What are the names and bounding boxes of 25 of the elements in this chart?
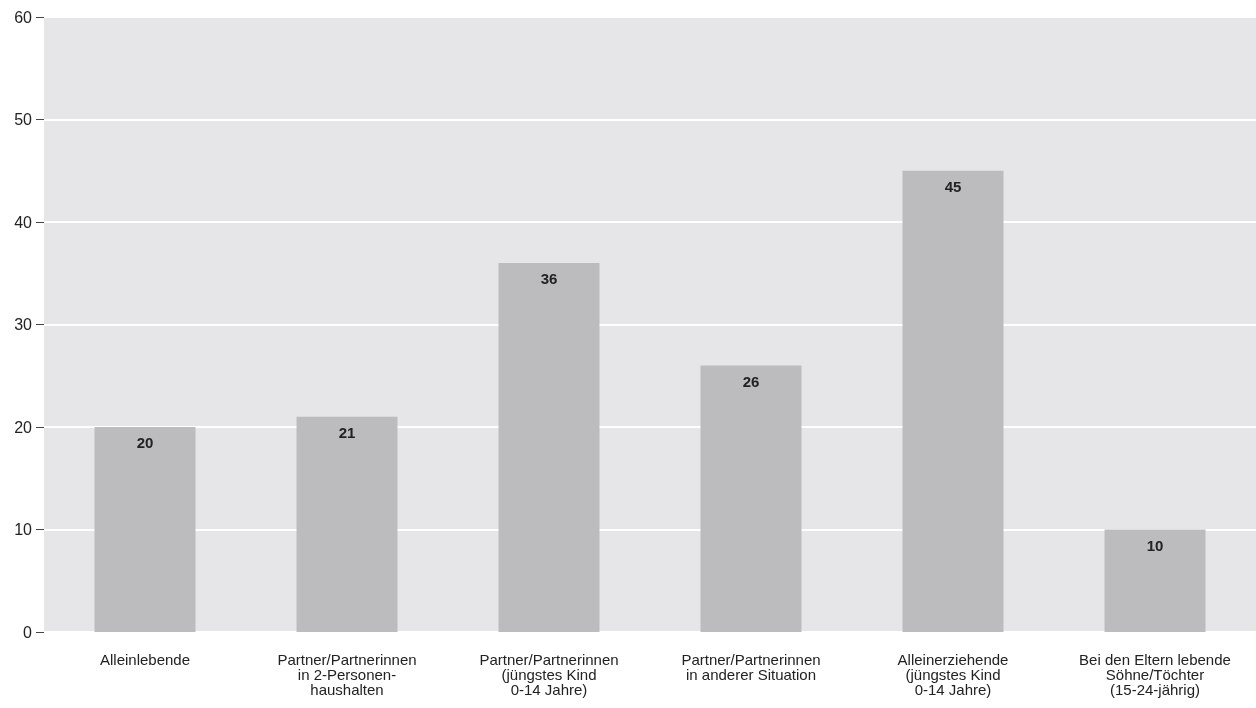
data-label: 36 <box>540 270 558 287</box>
x-tick-label: Partner/Partnerinnen (jüngstes Kind 0-14 Jahre) <box>479 651 619 698</box>
data-label: 10 <box>1146 536 1164 554</box>
x-tick-label: Bei den Eltern lebende Söhne/Töchter (15-24-jährig) <box>1079 651 1231 698</box>
bar <box>498 263 600 632</box>
bar <box>1104 529 1206 632</box>
y-tick-label: 0 <box>23 623 33 641</box>
data-label: 21 <box>338 423 356 441</box>
bar <box>296 416 398 632</box>
x-tick-label: Partner/Partnerinnen in 2-Personen- haushalten <box>277 651 417 698</box>
data-label: 45 <box>944 177 962 195</box>
bar <box>700 365 802 632</box>
x-tick-label: Alleinerziehende (jüngstes Kind 0-14 Jahre) <box>897 651 1009 698</box>
data-label: 20 <box>136 434 154 451</box>
y-tick-label: 20 <box>14 418 33 436</box>
y-tick-label: 50 <box>14 111 33 128</box>
data-label: 26 <box>742 372 760 390</box>
y-tick-label: 30 <box>14 316 33 333</box>
y-tick-label: 10 <box>14 521 33 538</box>
y-tick-label: 60 <box>14 8 33 26</box>
bar <box>902 170 1004 632</box>
x-tick-label: Alleinlebende <box>99 651 191 668</box>
y-tick-label: 40 <box>14 213 33 231</box>
bar <box>94 427 196 632</box>
x-tick-label: Partner/Partnerinnen in anderer Situation <box>681 651 821 683</box>
